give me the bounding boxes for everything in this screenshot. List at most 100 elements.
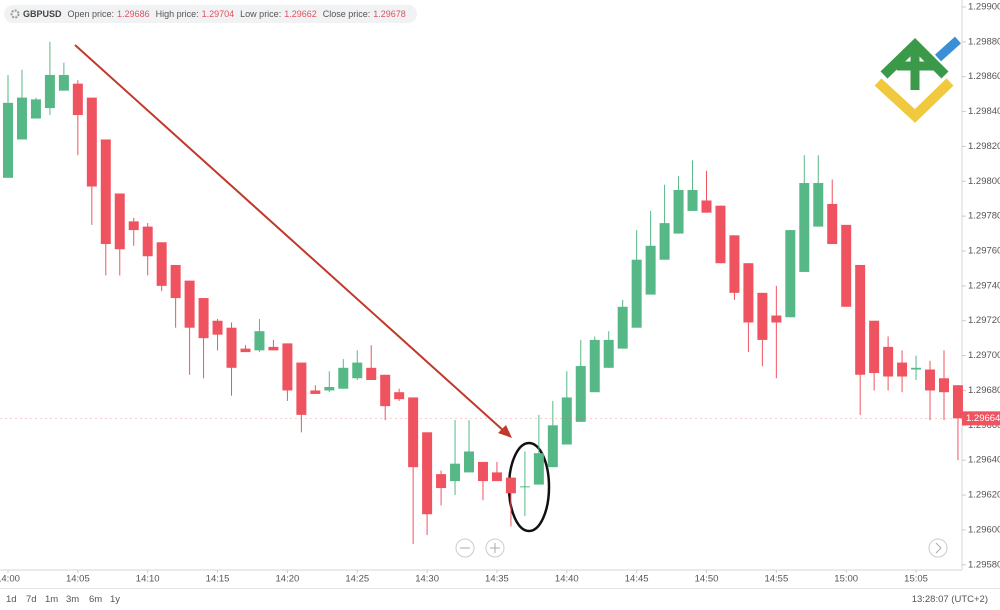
candle-body	[855, 264, 866, 375]
y-tick-label: 1.29680	[968, 385, 1000, 396]
y-tick-label: 1.29700	[968, 350, 1000, 361]
x-tick-label: 14:55	[764, 574, 788, 585]
logo	[874, 36, 962, 123]
value: 1.29678	[373, 9, 406, 19]
candle-body	[813, 183, 824, 227]
x-tick-label: 14:35	[485, 574, 509, 585]
current-price-box	[962, 411, 1000, 426]
candle-body	[617, 306, 628, 349]
timeframe-button[interactable]: 3m	[66, 594, 80, 605]
candle-body	[869, 320, 880, 374]
candle-body	[589, 339, 600, 393]
candle-body	[841, 224, 852, 307]
candle-body	[268, 346, 279, 351]
x-tick-label: 14:40	[555, 574, 579, 585]
timeframe-button[interactable]: 1d	[6, 594, 17, 605]
candle-body	[519, 486, 530, 488]
candle-body	[3, 102, 13, 178]
candle-body	[282, 343, 293, 391]
timeframe-button[interactable]: 1y	[110, 594, 121, 605]
x-tick-label: 14:00	[0, 574, 20, 585]
candle-body	[687, 190, 698, 211]
timeframe-button[interactable]: 1m	[45, 594, 59, 605]
candle-body	[212, 320, 223, 335]
timeframe-button[interactable]: 7d	[26, 594, 37, 605]
candle-body	[533, 453, 544, 485]
value: 1.29686	[117, 9, 150, 19]
price-info: GBPUSD Open price: 1.29686 High price: 1.2…	[4, 5, 417, 23]
label: Low price:	[240, 9, 282, 19]
candle-body	[100, 139, 111, 245]
candle-body	[44, 74, 55, 109]
y-tick-label: 1.29880	[968, 36, 1000, 47]
candle-body	[785, 230, 796, 318]
candle-body	[771, 315, 782, 323]
candle-body	[184, 280, 195, 328]
candle-body	[743, 263, 754, 323]
candle-body	[338, 367, 349, 389]
current-price-label: 1.29664	[966, 413, 1000, 424]
candle-body	[464, 451, 475, 473]
x-tick-label: 14:10	[136, 574, 160, 585]
y-tick-label: 1.29860	[968, 71, 1000, 82]
candle-body	[925, 369, 936, 391]
candle-body	[450, 463, 461, 482]
candle-body	[366, 367, 377, 380]
value: 1.29662	[284, 9, 317, 19]
y-tick-label: 1.29580	[968, 559, 1000, 570]
x-tick-label: 14:20	[276, 574, 300, 585]
candle-body	[561, 397, 572, 445]
candle-body	[156, 242, 167, 286]
symbol: GBPUSD	[23, 9, 62, 19]
candle-body	[72, 83, 83, 116]
clock: 13:28:07 (UTC+2)	[911, 594, 988, 605]
candle-body	[603, 339, 614, 368]
candle-body	[310, 390, 321, 394]
candle-body	[911, 367, 922, 370]
candle-body	[324, 386, 335, 391]
candle-body	[827, 203, 838, 245]
x-tick-label: 14:05	[66, 574, 90, 585]
candle-body	[170, 264, 181, 299]
label: Open price:	[67, 9, 115, 19]
candle-body	[254, 331, 265, 351]
candle-body	[631, 259, 642, 328]
y-tick-label: 1.29780	[968, 211, 1000, 222]
candle-body	[673, 190, 684, 234]
trend-arrow	[74, 44, 512, 438]
x-tick-label: 14:15	[206, 574, 230, 585]
zoom-out[interactable]	[455, 538, 475, 558]
y-tick-label: 1.29600	[968, 524, 1000, 535]
candle-body	[422, 432, 433, 515]
candle-body	[394, 392, 405, 400]
candle-body	[715, 205, 726, 264]
candle-body	[296, 362, 307, 415]
y-tick-label: 1.29740	[968, 280, 1000, 291]
candle-body	[30, 99, 41, 119]
candle-body	[701, 200, 712, 213]
candle-body	[142, 226, 153, 257]
scroll-right[interactable]	[928, 538, 948, 558]
x-tick-label: 15:05	[904, 574, 928, 585]
candle-body	[897, 362, 908, 377]
candle-body	[757, 292, 768, 340]
settings-icon[interactable]	[10, 9, 20, 19]
label: High price:	[155, 9, 199, 19]
candle-body	[645, 245, 656, 295]
chart: 1.29900 1.29880 1.29860 1.29840 1.29820 1.298…	[0, 0, 1000, 585]
candle-body	[729, 235, 740, 293]
candle-body	[16, 97, 27, 140]
timeframe-button[interactable]: 6m	[89, 594, 103, 605]
candle-body	[198, 298, 209, 339]
candle-body	[128, 221, 139, 231]
candle-body	[408, 397, 419, 468]
x-tick-label: 14:45	[625, 574, 649, 585]
x-tick-label: 14:30	[415, 574, 439, 585]
zoom-in[interactable]	[485, 538, 505, 558]
candle-body	[883, 346, 894, 377]
candle-body	[938, 378, 949, 393]
x-tick-label: 15:00	[834, 574, 858, 585]
candle-body	[240, 348, 251, 353]
value: 1.29704	[201, 9, 235, 19]
y-tick-label: 1.29760	[968, 246, 1000, 257]
